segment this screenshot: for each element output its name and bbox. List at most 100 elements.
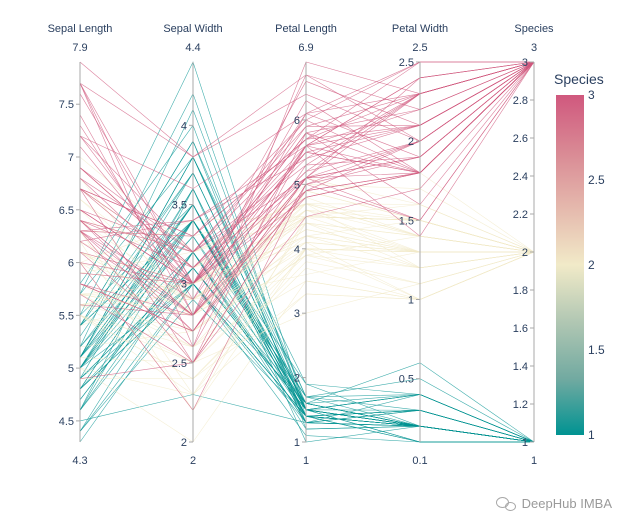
axis-tick-label: 1.4 <box>513 361 528 373</box>
axis-title: Petal Width <box>392 23 448 35</box>
axis-tick-label: 1.8 <box>513 285 528 297</box>
data-line-41 <box>79 394 535 443</box>
axis-tick-label: 1.5 <box>399 215 414 227</box>
colorbar-title: Species <box>554 71 604 87</box>
axis-0[interactable]: Sepal Length 7.9 4.3 4.5 5 5.5 6 6.5 7 7.5 <box>48 23 113 467</box>
data-line-6 <box>79 219 535 443</box>
axis-range-min: 0.1 <box>412 455 427 467</box>
data-line-39 <box>79 219 535 443</box>
axis-range-max: 7.9 <box>72 42 87 54</box>
axis-title: Petal Length <box>275 23 337 35</box>
data-line-18 <box>79 156 535 443</box>
data-line-101 <box>79 61 535 332</box>
axis-2[interactable]: Petal Length 6.9 11 2 3 4 5 6 <box>275 23 337 467</box>
data-line-91 <box>79 209 535 285</box>
axis-range-min: 1 <box>303 455 309 467</box>
data-line-32 <box>79 108 534 443</box>
axis-tick-label: 2.6 <box>513 133 528 145</box>
data-line-146 <box>79 61 535 364</box>
axis-tick-label: 4.5 <box>59 416 74 428</box>
colorbar: Species 1 1.5 2 2.5 3 <box>554 71 605 442</box>
data-line-49 <box>79 235 535 443</box>
data-line-113 <box>79 61 535 364</box>
axis-tick-label: 6 <box>294 115 300 127</box>
axis-title: Sepal Length <box>48 23 113 35</box>
axis-tick-label: 7 <box>68 152 74 164</box>
axis-range-max: 3 <box>531 42 537 54</box>
axis-title: Sepal Width <box>163 23 222 35</box>
polylines-layer <box>79 61 535 443</box>
axis-1[interactable]: Sepal Width 4.4 22 2.5 3 3.5 4 <box>163 23 222 467</box>
axis-tick-label: 1.2 <box>513 399 528 411</box>
axis-tick-label: 4 <box>294 244 300 256</box>
watermark-text: DeepHub IMBA <box>521 496 612 511</box>
data-line-142 <box>79 61 535 332</box>
axis-tick-label: 2.4 <box>513 171 528 183</box>
axis-tick-label: 2.2 <box>513 209 528 221</box>
axis-4[interactable]: Species 3 11 1.2 1.4 1.6 1.8 2 2.2 2.4 2.6 2.8 3 <box>513 23 554 467</box>
axis-tick-label: 5 <box>294 179 300 191</box>
data-line-44 <box>79 156 535 443</box>
data-line-111 <box>79 61 535 332</box>
data-line-11 <box>79 219 535 443</box>
axis-3[interactable]: Petal Width 2.5 0.1 0.5 1 1.5 2 2.5 <box>392 23 448 467</box>
colorbar-tick-label: 1 <box>588 428 595 442</box>
data-line-26 <box>79 219 535 443</box>
axes-layer: Sepal Length 7.9 4.3 4.5 5 5.5 6 6.5 7 7.5 Sepal W… <box>48 23 554 467</box>
data-line-10 <box>79 172 535 443</box>
data-line-46 <box>79 156 535 443</box>
axis-tick-label: 2.8 <box>513 95 528 107</box>
data-line-123 <box>79 61 535 332</box>
axis-range-max: 2.5 <box>412 42 427 54</box>
axis-tick-label: 7.5 <box>59 99 74 111</box>
axis-tick-label: 3 <box>181 279 187 291</box>
data-line-23 <box>79 235 535 443</box>
axis-tick-label: 4 <box>181 120 187 132</box>
colorbar-gradient <box>556 95 584 435</box>
axis-tick-label: 1.6 <box>513 323 528 335</box>
data-line-52 <box>79 167 535 269</box>
axis-range-min: 4.3 <box>72 455 87 467</box>
axis-tick-label: 2.5 <box>172 358 187 370</box>
axis-tick-label: 5.5 <box>59 310 74 322</box>
data-line-24 <box>79 219 535 443</box>
data-line-79 <box>79 251 535 348</box>
axis-tick-label: 3 <box>294 308 300 320</box>
data-line-48 <box>79 172 535 443</box>
axis-tick-label: 3 <box>522 57 528 69</box>
axis-range-max: 4.4 <box>185 42 200 54</box>
data-line-21 <box>79 172 535 443</box>
axis-tick-label: 2 <box>522 247 528 259</box>
axis-range-min: 1 <box>531 455 537 467</box>
axis-tick-label: 2.5 <box>399 57 414 69</box>
axis-title: Species <box>514 23 554 35</box>
data-line-89 <box>79 248 534 364</box>
axis-tick-label: 1 <box>294 437 300 449</box>
colorbar-ticks: 1 1.5 2 2.5 3 <box>588 88 605 442</box>
watermark: DeepHub IMBA <box>495 496 612 511</box>
data-line-31 <box>79 219 535 443</box>
axis-tick-label: 3.5 <box>172 200 187 212</box>
axis-range-min: 2 <box>190 455 196 467</box>
axis-tick-label: 5 <box>68 363 74 375</box>
axis-tick-label: 6 <box>68 258 74 270</box>
colorbar-tick-label: 2.5 <box>588 173 605 187</box>
data-line-19 <box>79 156 535 443</box>
wechat-icon <box>495 496 516 511</box>
data-line-108 <box>79 61 535 364</box>
data-line-20 <box>79 219 535 443</box>
axis-tick-label: 2 <box>408 136 414 148</box>
axis-range-max: 6.9 <box>298 42 313 54</box>
colorbar-tick-label: 1.5 <box>588 343 605 357</box>
data-line-7 <box>79 219 535 443</box>
colorbar-tick-label: 2 <box>588 258 595 272</box>
axis-tick-label: 6.5 <box>59 205 74 217</box>
colorbar-tick-label: 3 <box>588 88 595 102</box>
axis-tick-label: 2 <box>294 373 300 385</box>
axis-tick-label: 0.5 <box>399 374 414 386</box>
axis-tick-label: 1 <box>522 437 528 449</box>
axis-tick-label: 2 <box>181 437 187 449</box>
axis-tick-label: 1 <box>408 295 414 307</box>
data-line-28 <box>79 219 535 443</box>
